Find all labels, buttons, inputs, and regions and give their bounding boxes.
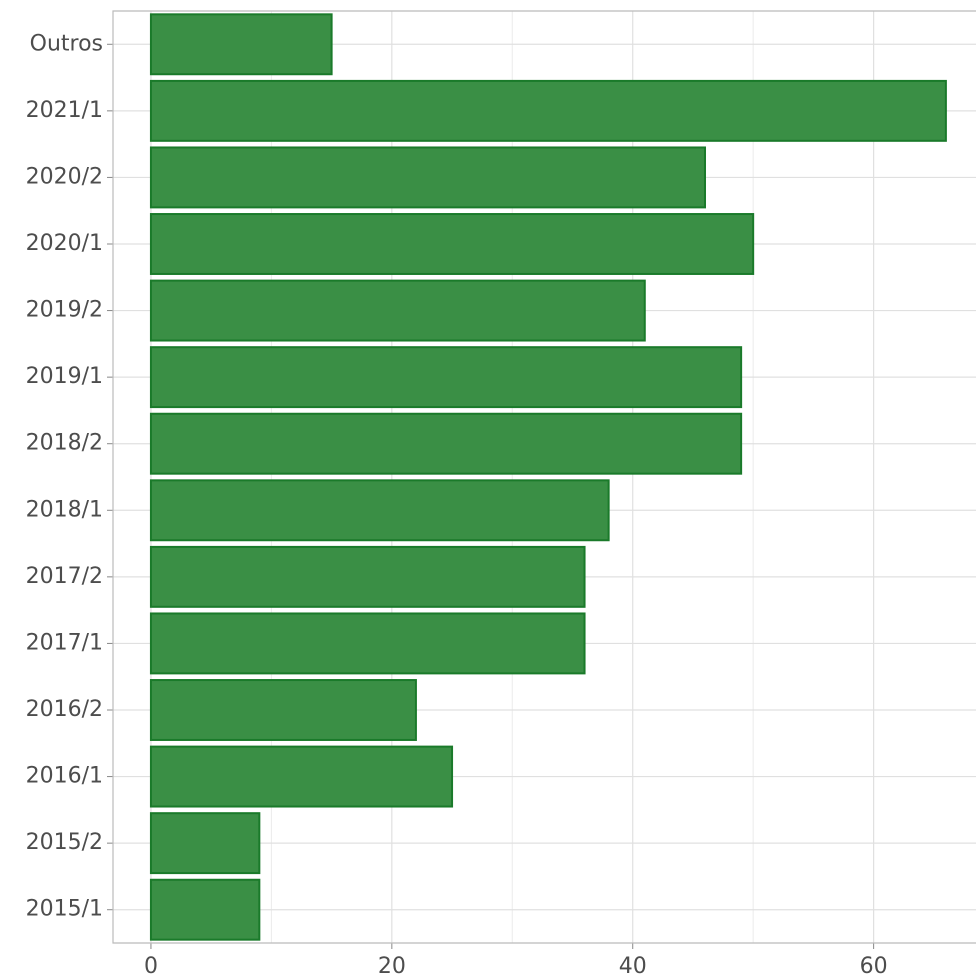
- y-tick-label: 2019/1: [26, 364, 103, 389]
- y-tick-label: 2018/2: [26, 431, 103, 456]
- x-tick-label: 20: [378, 954, 406, 975]
- bar: [149, 878, 261, 941]
- bar: [149, 479, 610, 542]
- y-tick-label: 2021/1: [26, 98, 103, 123]
- bar: [149, 13, 333, 76]
- bar: [149, 545, 586, 608]
- bar: [149, 79, 947, 142]
- y-tick-label: 2015/2: [26, 830, 103, 855]
- y-tick-label: 2017/1: [26, 630, 103, 655]
- y-tick-label: 2015/1: [26, 897, 103, 922]
- bar: [149, 279, 646, 342]
- x-tick-label: 60: [860, 954, 888, 975]
- bar: [149, 679, 417, 741]
- bar: [149, 213, 755, 275]
- bar: [149, 412, 743, 475]
- y-tick-label: 2020/1: [26, 231, 103, 256]
- panel-border: [112, 10, 976, 944]
- y-tick-label: 2016/1: [26, 764, 103, 789]
- x-tick-label: 40: [619, 954, 647, 975]
- y-tick-label: 2017/2: [26, 564, 103, 589]
- y-tick-label: Outros: [30, 31, 103, 56]
- bar: [149, 745, 454, 808]
- y-tick-label: 2020/2: [26, 164, 103, 189]
- bar: [149, 612, 586, 675]
- bar: [149, 346, 743, 409]
- y-tick-label: 2019/2: [26, 298, 103, 323]
- y-tick-label: 2018/1: [26, 497, 103, 522]
- y-tick-label: 2016/2: [26, 697, 103, 722]
- x-tick-label: 0: [144, 954, 158, 975]
- bar: [149, 812, 261, 875]
- bar: [149, 146, 706, 209]
